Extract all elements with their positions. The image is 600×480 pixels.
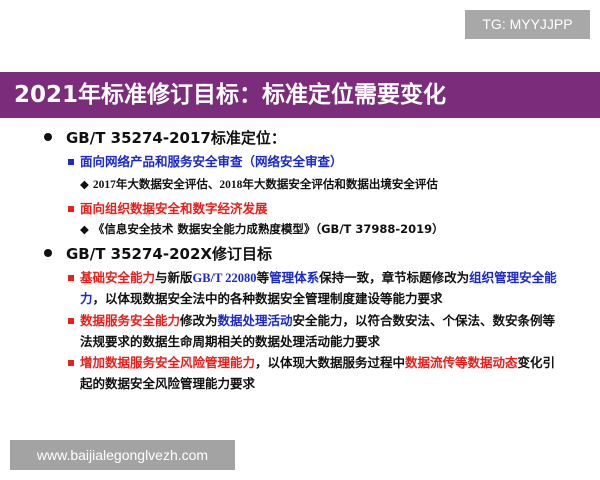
section1-item2: 面向组织数据安全和数字经济发展: [68, 198, 268, 217]
watermark-top: TG: MYYJJPP: [465, 10, 590, 39]
text-segment: 基础安全能力: [80, 270, 156, 285]
slide-title: 2021年标准修订目标：标准定位需要变化: [14, 82, 447, 108]
section1-heading: GB/T 35274-2017标准定位：: [44, 127, 286, 148]
section2-item-line: 增加数据服务安全风险管理能力，以体现大数据服务过程中数据流传等数据动态变化引: [68, 352, 555, 371]
section1-item1: 面向网络产品和服务安全审查（网络安全审查）: [68, 151, 343, 170]
section2-item-line: 法规要求的数据生命周期相关的数据处理活动能力要求: [80, 331, 380, 350]
text-segment: GB/T 22080: [192, 271, 257, 285]
text-segment: 变化引: [517, 355, 556, 370]
section1-item1-sub: ◆ 2017年大数据安全评估、2018年大数据安全评估和数据出境安全评估: [80, 177, 438, 191]
title-band: [0, 72, 600, 118]
text-segment: 组织管理安全能: [469, 270, 557, 285]
text-segment: 与新版: [155, 270, 193, 285]
text-segment: 安全能力，以符合数安法、个保法、数安条例等: [292, 313, 556, 328]
section2-item-line: 数据服务安全能力修改为数据处理活动安全能力，以符合数安法、个保法、数安条例等: [68, 310, 555, 329]
square-bullet-icon: [68, 274, 74, 281]
text-segment: 数据处理活动: [217, 313, 293, 328]
section1-item2-sub: ◆ 《信息安全技术 数据安全能力成熟度模型》（GB/T 37988-2019）: [80, 222, 444, 236]
section2-item-line: 力，以体现数据安全法中的各种数据安全管理制度建设等能力要求: [80, 288, 443, 307]
square-bullet-icon: [68, 359, 74, 366]
square-bullet-icon: [68, 205, 74, 212]
text-segment: ，以体现数据安全法中的各种数据安全管理制度建设等能力要求: [92, 291, 443, 306]
text-segment: 等: [256, 270, 270, 285]
text-segment: 增加数据服务安全风险管理能力: [80, 355, 256, 370]
text-segment: 数据服务安全能力: [80, 313, 181, 328]
bullet-icon: [44, 132, 52, 141]
text-segment: 力: [80, 291, 93, 306]
section2-heading: GB/T 35274-202X修订目标: [44, 243, 272, 264]
section2-item-line: 基础安全能力与新版GB/T 22080等管理体系保持一致，章节标题修改为组织管理…: [68, 267, 557, 286]
square-bullet-icon: [68, 317, 74, 324]
text-segment: 保持一致，章节标题修改为: [319, 270, 470, 285]
text-segment: 起的数据安全风险管理能力要求: [80, 376, 256, 391]
section2-item-line: 起的数据安全风险管理能力要求: [80, 373, 255, 392]
diamond-bullet-icon: ◆: [80, 222, 93, 236]
text-segment: 管理体系: [269, 270, 320, 285]
diamond-bullet-icon: ◆: [80, 177, 93, 191]
text-segment: 修改为: [180, 313, 218, 328]
square-bullet-icon: [68, 158, 74, 165]
text-segment: ，以体现大数据服务过程中: [255, 355, 406, 370]
text-segment: 数据流传等数据动态: [405, 355, 518, 370]
text-segment: 法规要求的数据生命周期相关的数据处理活动能力要求: [80, 334, 381, 349]
bullet-icon: [44, 248, 52, 257]
watermark-bottom: www.baijialegonglvezh.com: [10, 440, 235, 470]
